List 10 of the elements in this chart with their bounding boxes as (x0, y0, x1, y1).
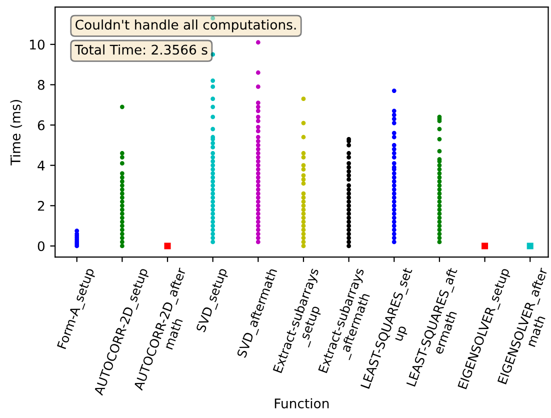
y-tick-label: 4 (38, 160, 45, 170)
y-tick-label: 0 (38, 241, 44, 252)
annotation: Couldn't handle all computations. (76, 19, 296, 32)
y-axis-title: Time (ms) (10, 100, 22, 166)
x-axis-title: Function (274, 398, 329, 408)
y-tick-label: 2 (38, 200, 44, 211)
annotation: Total Time: 2.3566 s (74, 44, 208, 55)
y-tick-label: 8 (38, 80, 44, 90)
y-tick-label: 10 (30, 40, 44, 50)
y-tick-label: 6 (38, 120, 45, 130)
